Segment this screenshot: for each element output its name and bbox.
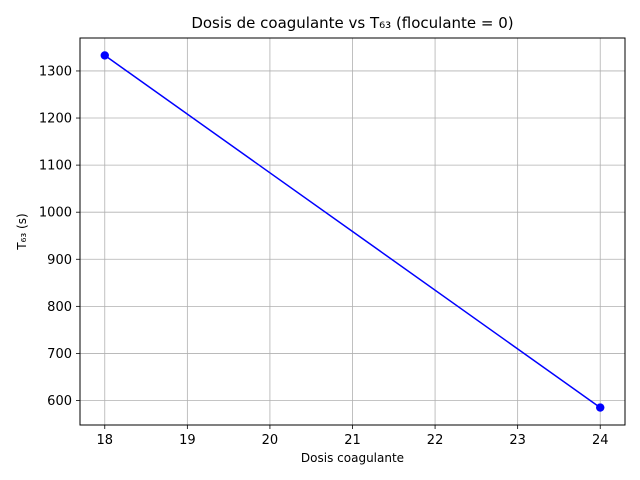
y-tick-label: 900 bbox=[47, 253, 72, 268]
x-tick-label: 23 bbox=[509, 433, 526, 448]
data-point bbox=[100, 51, 109, 60]
y-tick-label: 1000 bbox=[39, 206, 72, 221]
chart-title: Dosis de coagulante vs T₆₃ (floculante =… bbox=[191, 14, 513, 32]
y-axis-label: T₆₃ (s) bbox=[15, 213, 29, 250]
series-line bbox=[104, 54, 601, 409]
y-tick-label: 600 bbox=[47, 394, 72, 409]
x-tick-label: 19 bbox=[179, 433, 196, 448]
x-tick-label: 18 bbox=[96, 433, 113, 448]
x-axis-label: Dosis coagulante bbox=[301, 451, 404, 465]
x-tick-label: 20 bbox=[262, 433, 279, 448]
data-point bbox=[596, 403, 605, 412]
y-tick-label: 1100 bbox=[39, 159, 72, 174]
x-tick-label: 22 bbox=[427, 433, 444, 448]
series-layer bbox=[100, 51, 605, 412]
grid bbox=[80, 38, 625, 425]
x-tick-label: 21 bbox=[344, 433, 361, 448]
y-tick-label: 700 bbox=[47, 347, 72, 362]
y-tick-label: 1200 bbox=[39, 112, 72, 127]
y-tick-label: 1300 bbox=[39, 64, 72, 79]
ticks: 18 19 20 21 22 23 24 600 700 800 900 1000 1100 1200 13… bbox=[39, 64, 609, 448]
x-tick-label: 24 bbox=[592, 433, 609, 448]
y-tick-label: 800 bbox=[47, 300, 72, 315]
